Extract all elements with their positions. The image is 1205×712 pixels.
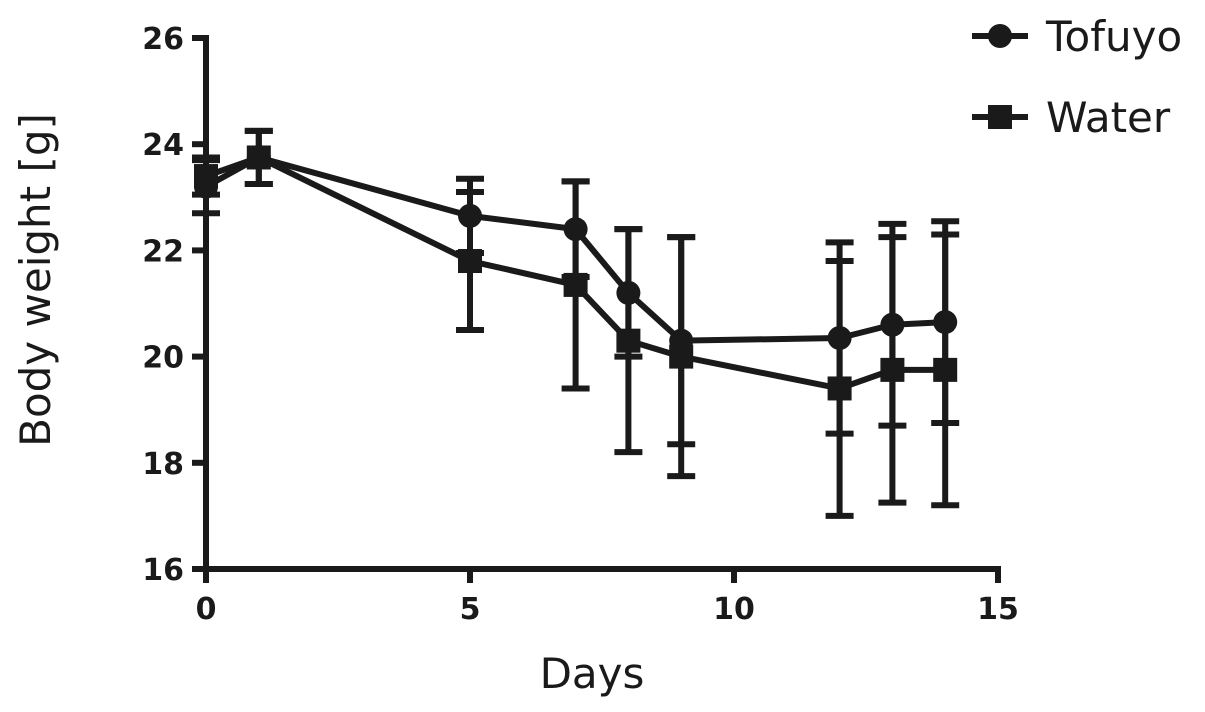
legend-item-water: Water <box>972 93 1171 142</box>
data-point-water <box>933 357 958 382</box>
data-point-water <box>458 249 482 274</box>
plot-area <box>192 127 960 519</box>
data-point-water <box>616 328 641 353</box>
data-point-water <box>246 145 271 170</box>
y-tick-label: 20 <box>142 341 184 376</box>
x-tick-label: 0 <box>196 592 217 627</box>
data-point-water <box>669 344 694 369</box>
legend-tofuyo-marker <box>988 24 1012 48</box>
legend-tofuyo-label: Tofuyo <box>1045 12 1182 61</box>
y-ticks: 16 18 20 22 24 26 <box>142 22 206 588</box>
x-tick-label: 5 <box>460 592 481 627</box>
data-point-water <box>563 272 588 297</box>
legend-water-marker <box>988 105 1012 129</box>
y-tick-label: 24 <box>142 128 184 163</box>
y-tick-label: 16 <box>142 553 184 588</box>
y-tick-label: 22 <box>142 234 184 269</box>
x-tick-label: 15 <box>977 592 1019 627</box>
y-tick-label: 26 <box>142 22 184 57</box>
x-ticks: 0 5 10 15 <box>196 569 1019 627</box>
x-axis-title: Days <box>540 649 645 698</box>
legend: Tofuyo Water <box>972 12 1182 142</box>
x-tick-label: 10 <box>713 592 755 627</box>
series-water <box>192 127 960 519</box>
data-point-water <box>880 357 905 382</box>
y-tick-label: 18 <box>142 447 184 482</box>
axes: 16 18 20 22 24 26 0 5 10 15 <box>142 22 1019 627</box>
data-point-water <box>194 164 218 189</box>
legend-item-tofuyo: Tofuyo <box>972 12 1182 61</box>
legend-water-label: Water <box>1046 93 1171 142</box>
data-point-water <box>827 376 852 401</box>
y-axis-title: Body weight [g] <box>11 113 60 447</box>
